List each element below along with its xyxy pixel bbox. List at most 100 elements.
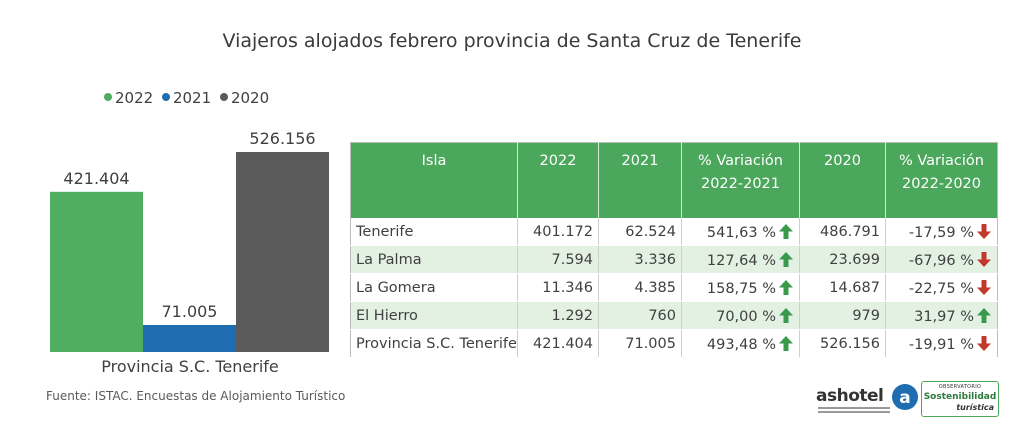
variation-table: Isla 2022 2021 % Variación 2022-2021 202… (350, 142, 998, 358)
cell-var-2022-2021: 70,00 % (681, 301, 800, 330)
bar-2022 (50, 191, 143, 352)
variation-2022-2021: 70,00 % (716, 308, 776, 325)
bar-2021 (143, 325, 236, 352)
isla-name: La Gomera (356, 279, 436, 296)
legend-label: 2022 (115, 89, 154, 107)
cell-2022: 11.346 (517, 273, 599, 302)
chart-legend: 2022 2021 2020 (104, 89, 273, 107)
arrow-up-icon (779, 223, 793, 239)
isla-name: Tenerife (356, 223, 414, 240)
legend-item-2020: 2020 (219, 89, 270, 107)
value-2021: 71.005 (625, 335, 676, 352)
data-label-2020: 526.156 (249, 129, 315, 148)
legend-item-2022: 2022 (104, 89, 153, 107)
cell-2021: 3.336 (598, 245, 682, 274)
arrow-down-icon (977, 251, 991, 267)
cell-isla: Provincia S.C. Tenerife (350, 329, 518, 358)
table-header-row: Isla 2022 2021 % Variación 2022-2021 202… (350, 142, 998, 218)
isla-name: La Palma (356, 251, 422, 268)
header-variacion-2022-2020: % Variación 2022-2020 (885, 142, 998, 218)
header-2021: 2021 (598, 142, 682, 218)
arrow-up-icon (977, 307, 991, 323)
legend-label: 2020 (230, 89, 270, 107)
cell-isla: Tenerife (350, 218, 518, 246)
variation-2022-2021: 158,75 % (706, 280, 776, 297)
table-row: La Palma 7.594 3.336 127,64 % 23.699 -67,96 % (350, 245, 998, 274)
isla-name: Provincia S.C. Tenerife (356, 335, 517, 352)
legend-label: 2021 (172, 89, 212, 107)
cell-2020: 526.156 (799, 329, 886, 358)
value-2020: 486.791 (820, 223, 880, 240)
value-2021: 62.524 (625, 223, 676, 240)
arrow-up-icon (779, 307, 793, 323)
logo-main-text: Sostenibilidad (923, 392, 997, 402)
arrow-up-icon (779, 279, 793, 295)
value-2022: 401.172 (533, 223, 593, 240)
cell-var-2022-2021: 541,63 % (681, 218, 800, 246)
variation-2022-2020: -17,59 % (908, 224, 974, 241)
value-2020: 14.687 (829, 279, 880, 296)
cell-2022: 401.172 (517, 218, 599, 246)
ashotel-a-icon: a (892, 384, 918, 410)
header-isla: Isla (350, 142, 518, 218)
variation-2022-2020: -22,75 % (908, 280, 974, 297)
cell-var-2022-2020: -67,96 % (885, 245, 998, 274)
bar-2020 (236, 152, 329, 352)
legend-swatch (161, 93, 170, 101)
value-2020: 979 (852, 307, 880, 324)
variation-2022-2021: 541,63 % (706, 224, 776, 241)
cell-2022: 7.594 (517, 245, 599, 274)
cell-isla: El Hierro (350, 301, 518, 330)
arrow-down-icon (977, 223, 991, 239)
ashotel-logo-tagline (818, 407, 890, 415)
legend-swatch (219, 93, 228, 101)
arrow-down-icon (977, 279, 991, 295)
value-2022: 421.404 (533, 335, 593, 352)
legend-swatch (104, 93, 112, 101)
x-category-label: Provincia S.C. Tenerife (101, 357, 279, 376)
cell-isla: La Palma (350, 245, 518, 274)
variation-2022-2021: 493,48 % (706, 336, 776, 353)
observatorio-sostenibilidad-logo: OBSERVATORIO Sostenibilidad turística (921, 381, 999, 417)
value-2022: 1.292 (551, 307, 593, 324)
table-row: Provincia S.C. Tenerife 421.404 71.005 493,… (350, 329, 998, 358)
cell-2020: 486.791 (799, 218, 886, 246)
arrow-down-icon (977, 335, 991, 351)
logo-top-text: OBSERVATORIO (938, 384, 982, 390)
source-note: Fuente: ISTAC. Encuestas de Alojamiento … (46, 389, 346, 403)
value-2020: 23.699 (829, 251, 880, 268)
data-label-2021: 71.005 (162, 302, 218, 321)
bar-chart: 421.404 71.005 526.156 (50, 129, 329, 352)
cell-var-2022-2020: -22,75 % (885, 273, 998, 302)
logo-sub-text: turística (956, 403, 994, 412)
cell-2022: 421.404 (517, 329, 599, 358)
table-row: Tenerife 401.172 62.524 541,63 % 486.791 -17,… (350, 218, 998, 246)
legend-item-2021: 2021 (161, 89, 212, 107)
chart-title: Viajeros alojados febrero provincia de S… (222, 30, 802, 52)
value-2020: 526.156 (820, 335, 880, 352)
table-body: Tenerife 401.172 62.524 541,63 % 486.791 -17,… (350, 218, 998, 358)
cell-2021: 71.005 (598, 329, 682, 358)
table-row: La Gomera 11.346 4.385 158,75 % 14.687 -22,75… (350, 273, 998, 302)
cell-2020: 23.699 (799, 245, 886, 274)
variation-2022-2021: 127,64 % (706, 252, 776, 269)
cell-var-2022-2021: 493,48 % (681, 329, 800, 358)
cell-var-2022-2020: -19,91 % (885, 329, 998, 358)
value-2021: 3.336 (634, 251, 676, 268)
cell-2021: 4.385 (598, 273, 682, 302)
table-row: El Hierro 1.292 760 70,00 % 979 31,97 % (350, 301, 998, 330)
variation-2022-2020: -19,91 % (908, 336, 974, 353)
value-2022: 11.346 (542, 279, 593, 296)
cell-2020: 979 (799, 301, 886, 330)
header-2020: 2020 (799, 142, 886, 218)
arrow-up-icon (779, 335, 793, 351)
header-2022: 2022 (517, 142, 599, 218)
variation-2022-2020: 31,97 % (914, 308, 974, 325)
cell-var-2022-2021: 158,75 % (681, 273, 800, 302)
arrow-up-icon (779, 251, 793, 267)
cell-2022: 1.292 (517, 301, 599, 330)
ashotel-logo-text: ashotel (816, 386, 884, 406)
cell-var-2022-2020: 31,97 % (885, 301, 998, 330)
cell-var-2022-2020: -17,59 % (885, 218, 998, 246)
header-variacion-2022-2021: % Variación 2022-2021 (681, 142, 800, 218)
